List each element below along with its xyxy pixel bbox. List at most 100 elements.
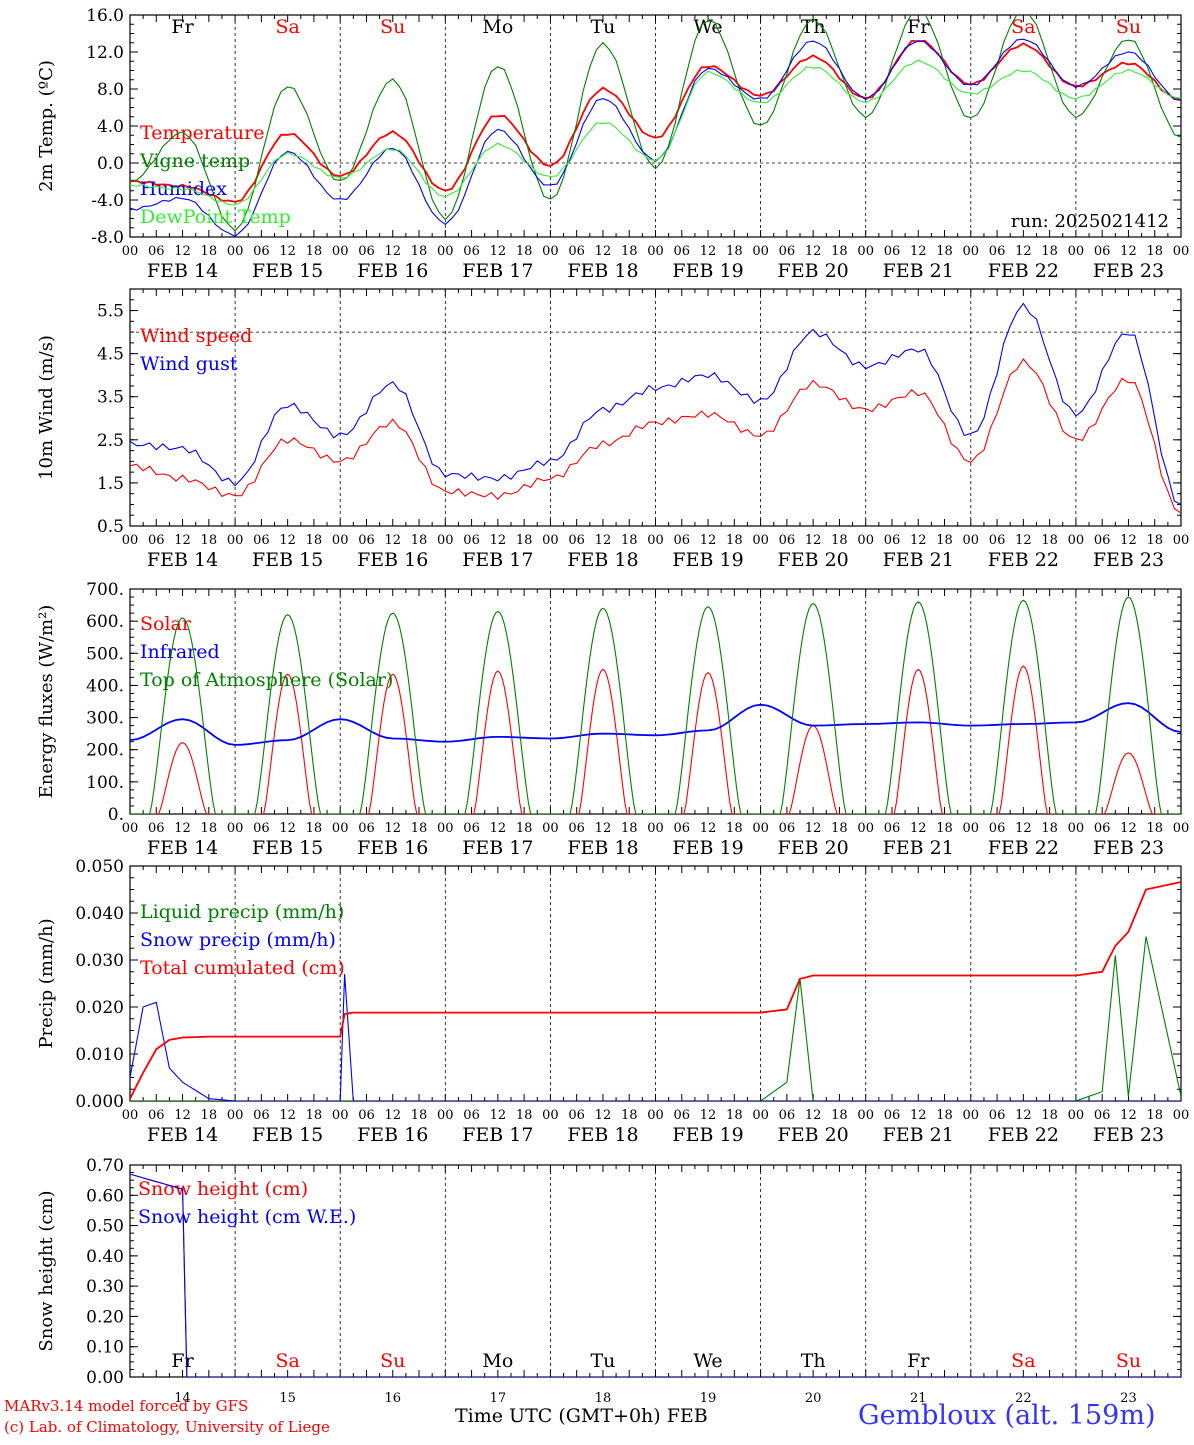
energy-hour-label: 18: [1041, 821, 1058, 836]
temp-y-tick-label: 0.0: [97, 154, 124, 174]
precip-date-label: FEB 19: [672, 1124, 743, 1146]
energy-hour-label: 06: [568, 821, 585, 836]
temp-date-label: FEB 14: [147, 260, 218, 282]
energy-hour-label: 18: [516, 821, 533, 836]
temp-y-tick-label: -8.0: [91, 228, 124, 248]
wind-hour-label: 06: [358, 533, 375, 548]
energy-hour-label: 18: [726, 821, 743, 836]
precip-legend-entry: Liquid precip (mm/h): [140, 901, 344, 923]
temp-hour-label: 06: [674, 244, 691, 259]
precip-hour-label: 12: [384, 1108, 401, 1123]
energy-y-tick-label: 300.: [86, 709, 124, 729]
precip-hour-label: 06: [463, 1108, 480, 1123]
station-label: Gembloux (alt. 159m): [858, 1400, 1156, 1431]
temp-hour-label: 06: [568, 244, 585, 259]
precip-hour-label: 18: [201, 1108, 218, 1123]
precip-hour-label: 06: [568, 1108, 585, 1123]
energy-hour-label: 06: [358, 821, 375, 836]
energy-y-tick-label: 200.: [86, 741, 124, 761]
precip-hour-label: 12: [595, 1108, 612, 1123]
time-axis-title-text: Time UTC (GMT+0h): [455, 1405, 661, 1427]
wind-date-label: FEB 18: [567, 549, 638, 571]
time-axis-title: Time UTC (GMT+0h) FEB: [455, 1405, 708, 1427]
energy-y-tick-label: 100.: [86, 773, 124, 793]
wind-hour-label: 18: [516, 533, 533, 548]
wind-hour-label: 06: [884, 533, 901, 548]
energy-hour-label: 12: [1120, 821, 1137, 836]
precip-hour-label: 06: [1094, 1108, 1111, 1123]
temp-hour-label: 00: [647, 244, 664, 259]
temp-hour-label: 12: [174, 244, 191, 259]
energy-hour-label: 18: [201, 821, 218, 836]
wind-hour-label: 18: [621, 533, 638, 548]
temp-hour-label: 00: [542, 244, 559, 259]
energy-hour-label: 18: [306, 821, 323, 836]
energy-y-axis-label: Energy fluxes (W/m²): [36, 605, 57, 799]
snow-legend-entry: Snow height (cm): [138, 1178, 308, 1200]
energy-frame: [129, 588, 1182, 815]
energy-hour-label: 00: [542, 821, 559, 836]
precip-date-label: FEB 22: [988, 1124, 1059, 1146]
wind-date-label: FEB 23: [1093, 549, 1164, 571]
temp-weekday: Mo: [482, 16, 513, 38]
precip-hour-label: 00: [122, 1108, 139, 1123]
precip-legend-entry: Total cumulated (cm): [140, 957, 345, 979]
temp-date-label: FEB 18: [567, 260, 638, 282]
temp-date-label: FEB 23: [1093, 260, 1164, 282]
wind-hour-label: 06: [779, 533, 796, 548]
precip-date-label: FEB 21: [883, 1124, 954, 1146]
wind-date-label: FEB 15: [252, 549, 323, 571]
energy-hour-label: 12: [174, 821, 191, 836]
wind-y-tick-label: 0.5: [97, 517, 124, 537]
energy-hour-label: 12: [1015, 821, 1032, 836]
wind-y-tick-label: 4.5: [97, 345, 124, 365]
precip-hour-label: 12: [700, 1108, 717, 1123]
temp-hour-label: 00: [857, 244, 874, 259]
energy-legend-entry: Infrared: [140, 641, 220, 663]
temp-hour-label: 18: [1146, 244, 1163, 259]
temp-hour-label: 00: [437, 244, 454, 259]
snow-day-number: 19: [700, 1391, 717, 1406]
wind-date-label: FEB 21: [883, 549, 954, 571]
wind-hour-label: 12: [700, 533, 717, 548]
precip-hour-label: 00: [963, 1108, 980, 1123]
wind-date-label: FEB 22: [988, 549, 1059, 571]
temp-legend-entry: Humidex: [140, 178, 227, 200]
wind-hour-label: 06: [568, 533, 585, 548]
precip-hour-label: 06: [674, 1108, 691, 1123]
snow-day-number: 17: [490, 1391, 507, 1406]
snow-weekday: Sa: [275, 1350, 299, 1372]
energy-hour-label: 06: [463, 821, 480, 836]
precip-date-label: FEB 20: [778, 1124, 849, 1146]
wind-hour-label: 00: [857, 533, 874, 548]
snow-weekday: Mo: [482, 1350, 513, 1372]
temp-hour-label: 12: [384, 244, 401, 259]
precip-hour-label: 18: [1146, 1108, 1163, 1123]
energy-hour-label: 12: [910, 821, 927, 836]
snow-day-number: 16: [384, 1391, 401, 1406]
temp-date-label: FEB 20: [778, 260, 849, 282]
energy-hour-label: 12: [805, 821, 822, 836]
temp-hour-label: 00: [332, 244, 349, 259]
energy-hour-label: 12: [595, 821, 612, 836]
precip-hour-label: 06: [253, 1108, 270, 1123]
temp-hour-label: 06: [253, 244, 270, 259]
wind-series-line: [130, 358, 1181, 514]
energy-date-label: FEB 19: [672, 837, 743, 859]
precip-hour-label: 18: [831, 1108, 848, 1123]
temp-hour-label: 12: [279, 244, 296, 259]
wind-hour-label: 06: [674, 533, 691, 548]
lab-credit: (c) Lab. of Climatology, University of L…: [4, 1418, 330, 1436]
wind-hour-label: 00: [332, 533, 349, 548]
snow-y-tick-label: 0.60: [86, 1186, 124, 1206]
precip-hour-label: 00: [752, 1108, 769, 1123]
wind-series-line: [130, 302, 1181, 505]
model-credit: MARv3.14 model forced by GFS: [4, 1397, 249, 1415]
wind-y-tick-label: 3.5: [97, 388, 124, 408]
energy-legend-entry: Top of Atmosphere (Solar): [140, 669, 393, 691]
snow-y-tick-label: 0.10: [86, 1338, 124, 1358]
energy-legend-entry: Solar: [140, 613, 192, 635]
snow-weekday: Fr: [907, 1350, 930, 1372]
precip-hour-label: 12: [805, 1108, 822, 1123]
wind-hour-label: 00: [542, 533, 559, 548]
